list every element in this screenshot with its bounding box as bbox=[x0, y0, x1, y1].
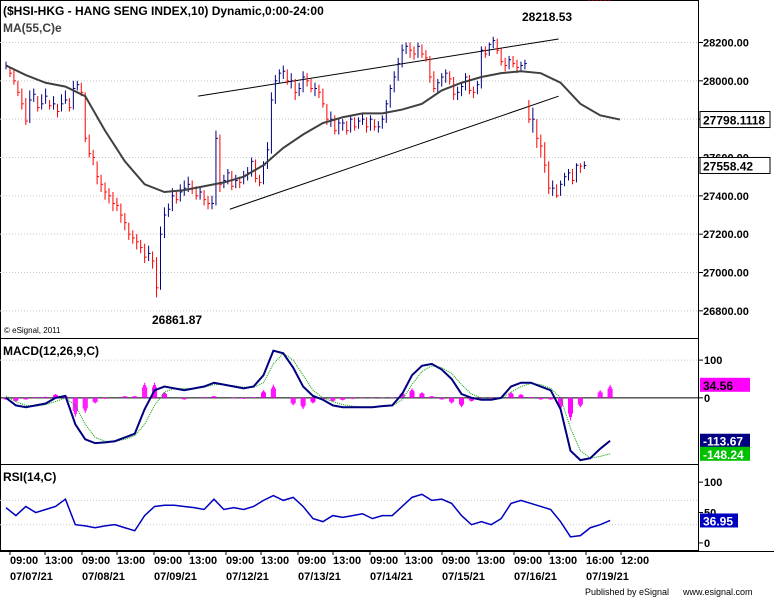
time-tick-label: 13:00 bbox=[261, 555, 289, 567]
date-tick-label: 07/09/21 bbox=[154, 571, 197, 583]
price-axis: 26800.0027000.0027200.0027400.0027600.00… bbox=[698, 38, 771, 318]
time-tick-label: 09:00 bbox=[226, 555, 254, 567]
macd-tag-box bbox=[700, 446, 750, 461]
macd-tick-label: 100 bbox=[704, 355, 722, 367]
price-panel bbox=[0, 0, 699, 339]
date-tick-label: 07/16/21 bbox=[514, 571, 557, 583]
time-axis: 09:00 13:00 09:00 13:00 09:00 13:00 09:00 13:00… bbox=[9, 551, 649, 583]
time-tick-label: 09:00 bbox=[298, 555, 326, 567]
last-price-tag: 27558.42 bbox=[703, 159, 753, 173]
low-annotation: 26861.87 bbox=[152, 313, 202, 327]
macd-plot bbox=[3, 349, 613, 462]
price-grid bbox=[0, 42, 698, 312]
price-tick-label: 27400.00 bbox=[703, 191, 749, 203]
date-tick-label: 07/08/21 bbox=[82, 571, 125, 583]
macd-axis: 0 100 34.56 -113.67-148.24 bbox=[698, 355, 750, 462]
time-tick-label: 09:00 bbox=[154, 555, 182, 567]
macd-title: MACD(12,26,9,C) bbox=[3, 344, 99, 358]
rsi-grid bbox=[0, 499, 698, 526]
price-annotations: 28218.53 26861.87 bbox=[152, 10, 572, 327]
rsi-title: RSI(14,C) bbox=[3, 470, 56, 484]
ma-line-path bbox=[5, 64, 621, 194]
rsi-plot bbox=[5, 493, 611, 538]
high-annotation: 28218.53 bbox=[522, 10, 572, 24]
time-tick-label: 09:00 bbox=[82, 555, 110, 567]
rsi-tag-box bbox=[700, 513, 738, 528]
price-tag-box bbox=[699, 156, 771, 174]
ma-value-tag: 27798.1118 bbox=[703, 114, 765, 128]
macd-value-tag: -148.24 bbox=[703, 448, 744, 462]
macd-panel bbox=[0, 338, 699, 465]
price-trendlines bbox=[198, 38, 559, 210]
copyright: © eSignal, 2011 bbox=[4, 326, 61, 335]
time-tick-label: 13:00 bbox=[189, 555, 217, 567]
price-tick-label: 28200.00 bbox=[703, 38, 749, 50]
time-tick-label: 13:00 bbox=[405, 555, 433, 567]
publisher-url[interactable]: www.esignal.com bbox=[682, 587, 753, 597]
date-tick-label: 07/13/21 bbox=[298, 571, 341, 583]
date-tick-label: 07/12/21 bbox=[226, 571, 269, 583]
time-tick-label: 13:00 bbox=[333, 555, 361, 567]
price-tick-label: 27200.00 bbox=[703, 229, 749, 241]
macd-value-tag: -113.67 bbox=[703, 435, 743, 449]
date-tick-label: 07/14/21 bbox=[370, 571, 413, 583]
chart-title: ($HSI-HKG - HANG SENG INDEX,10) Dynamic,… bbox=[3, 4, 324, 18]
rsi-tick-label: 100 bbox=[704, 477, 722, 489]
trendline bbox=[229, 95, 559, 210]
time-tick-label: 13:00 bbox=[45, 555, 73, 567]
macd-tick-label: 0 bbox=[704, 393, 710, 405]
macd-tag-box bbox=[700, 433, 750, 448]
date-tick-label: 07/07/21 bbox=[10, 571, 53, 583]
rsi-panel bbox=[0, 464, 699, 551]
price-tick-label: 26800.00 bbox=[703, 306, 749, 318]
trendline bbox=[198, 38, 559, 97]
time-tick-label: 12:00 bbox=[621, 555, 649, 567]
price-tick-label: 28000.00 bbox=[703, 76, 749, 88]
time-tick-label: 09:00 bbox=[10, 555, 38, 567]
date-tick-label: 07/15/21 bbox=[442, 571, 485, 583]
time-tick-label: 09:00 bbox=[370, 555, 398, 567]
rsi-line bbox=[5, 493, 611, 538]
time-tick-label: 09:00 bbox=[442, 555, 470, 567]
time-tick-label: 13:00 bbox=[477, 555, 505, 567]
rsi-axis: 05010036.95 bbox=[698, 477, 738, 550]
price-tick-label: 27000.00 bbox=[703, 268, 749, 280]
publisher-text: Published by eSignal bbox=[585, 587, 669, 597]
ma-line bbox=[5, 64, 621, 194]
rsi-tick-label: 0 bbox=[704, 538, 710, 550]
macd-line bbox=[5, 349, 611, 462]
time-tick-label: 09:00 bbox=[514, 555, 542, 567]
price-tag-box bbox=[699, 111, 771, 129]
time-tick-label: 16:00 bbox=[586, 555, 614, 567]
time-tick-label: 13:00 bbox=[117, 555, 145, 567]
macd-value-tag: 34.56 bbox=[703, 379, 733, 393]
macd-tag-box bbox=[700, 377, 750, 392]
time-tick-label: 13:00 bbox=[549, 555, 577, 567]
date-tick-label: 07/19/21 bbox=[586, 571, 629, 583]
ma-label: MA(55,C)e bbox=[3, 21, 62, 35]
rsi-value-tag: 36.95 bbox=[703, 514, 733, 528]
